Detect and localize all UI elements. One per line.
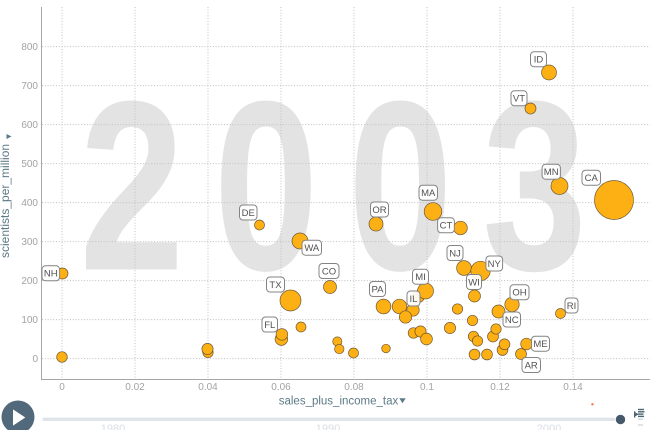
svg-text:200: 200 xyxy=(21,276,38,287)
svg-text:sales_plus_income_tax: sales_plus_income_tax xyxy=(279,396,399,408)
svg-text:ME: ME xyxy=(533,339,547,350)
svg-text:TX: TX xyxy=(269,280,282,291)
svg-text:300: 300 xyxy=(21,237,38,248)
svg-text:PA: PA xyxy=(372,284,385,295)
svg-text:0.1: 0.1 xyxy=(420,382,434,393)
svg-text:700: 700 xyxy=(21,81,38,92)
svg-text:AR: AR xyxy=(525,360,538,371)
svg-text:ID: ID xyxy=(534,55,544,66)
svg-text:400: 400 xyxy=(21,198,38,209)
svg-text:0: 0 xyxy=(32,354,38,365)
svg-text:0.04: 0.04 xyxy=(198,382,218,393)
svg-text:IL: IL xyxy=(410,294,418,305)
svg-text:100: 100 xyxy=(21,315,38,326)
svg-text:OR: OR xyxy=(372,205,386,216)
svg-text:800: 800 xyxy=(21,42,38,53)
svg-text:CA: CA xyxy=(585,173,599,184)
svg-text:VT: VT xyxy=(513,94,525,105)
svg-text:1990: 1990 xyxy=(316,423,340,430)
svg-text:0.08: 0.08 xyxy=(344,382,364,393)
svg-text:0.12: 0.12 xyxy=(490,382,510,393)
svg-text:MA: MA xyxy=(421,188,436,199)
svg-text:FL: FL xyxy=(264,320,275,331)
svg-text:NJ: NJ xyxy=(449,248,461,259)
svg-text:NY: NY xyxy=(488,259,502,270)
svg-text:NH: NH xyxy=(44,269,58,280)
svg-text:RI: RI xyxy=(567,301,577,312)
svg-text:CT: CT xyxy=(440,221,453,232)
svg-text:scientists_per_million: scientists_per_million xyxy=(0,144,12,258)
svg-text:OH: OH xyxy=(512,288,526,299)
svg-text:CO: CO xyxy=(322,266,336,277)
svg-text:0.06: 0.06 xyxy=(271,382,291,393)
svg-text:WI: WI xyxy=(468,277,480,288)
svg-text:0.02: 0.02 xyxy=(125,382,145,393)
svg-text:500: 500 xyxy=(21,159,38,170)
svg-text:2000: 2000 xyxy=(537,423,561,430)
svg-text:MN: MN xyxy=(544,167,559,178)
svg-text:0: 0 xyxy=(59,382,65,393)
svg-text:NC: NC xyxy=(505,315,519,326)
svg-text:WA: WA xyxy=(304,243,320,254)
svg-text:600: 600 xyxy=(21,120,38,131)
svg-text:1980: 1980 xyxy=(101,423,125,430)
svg-text:MI: MI xyxy=(415,272,426,283)
svg-text:DE: DE xyxy=(242,208,255,219)
svg-text:0.14: 0.14 xyxy=(563,382,583,393)
